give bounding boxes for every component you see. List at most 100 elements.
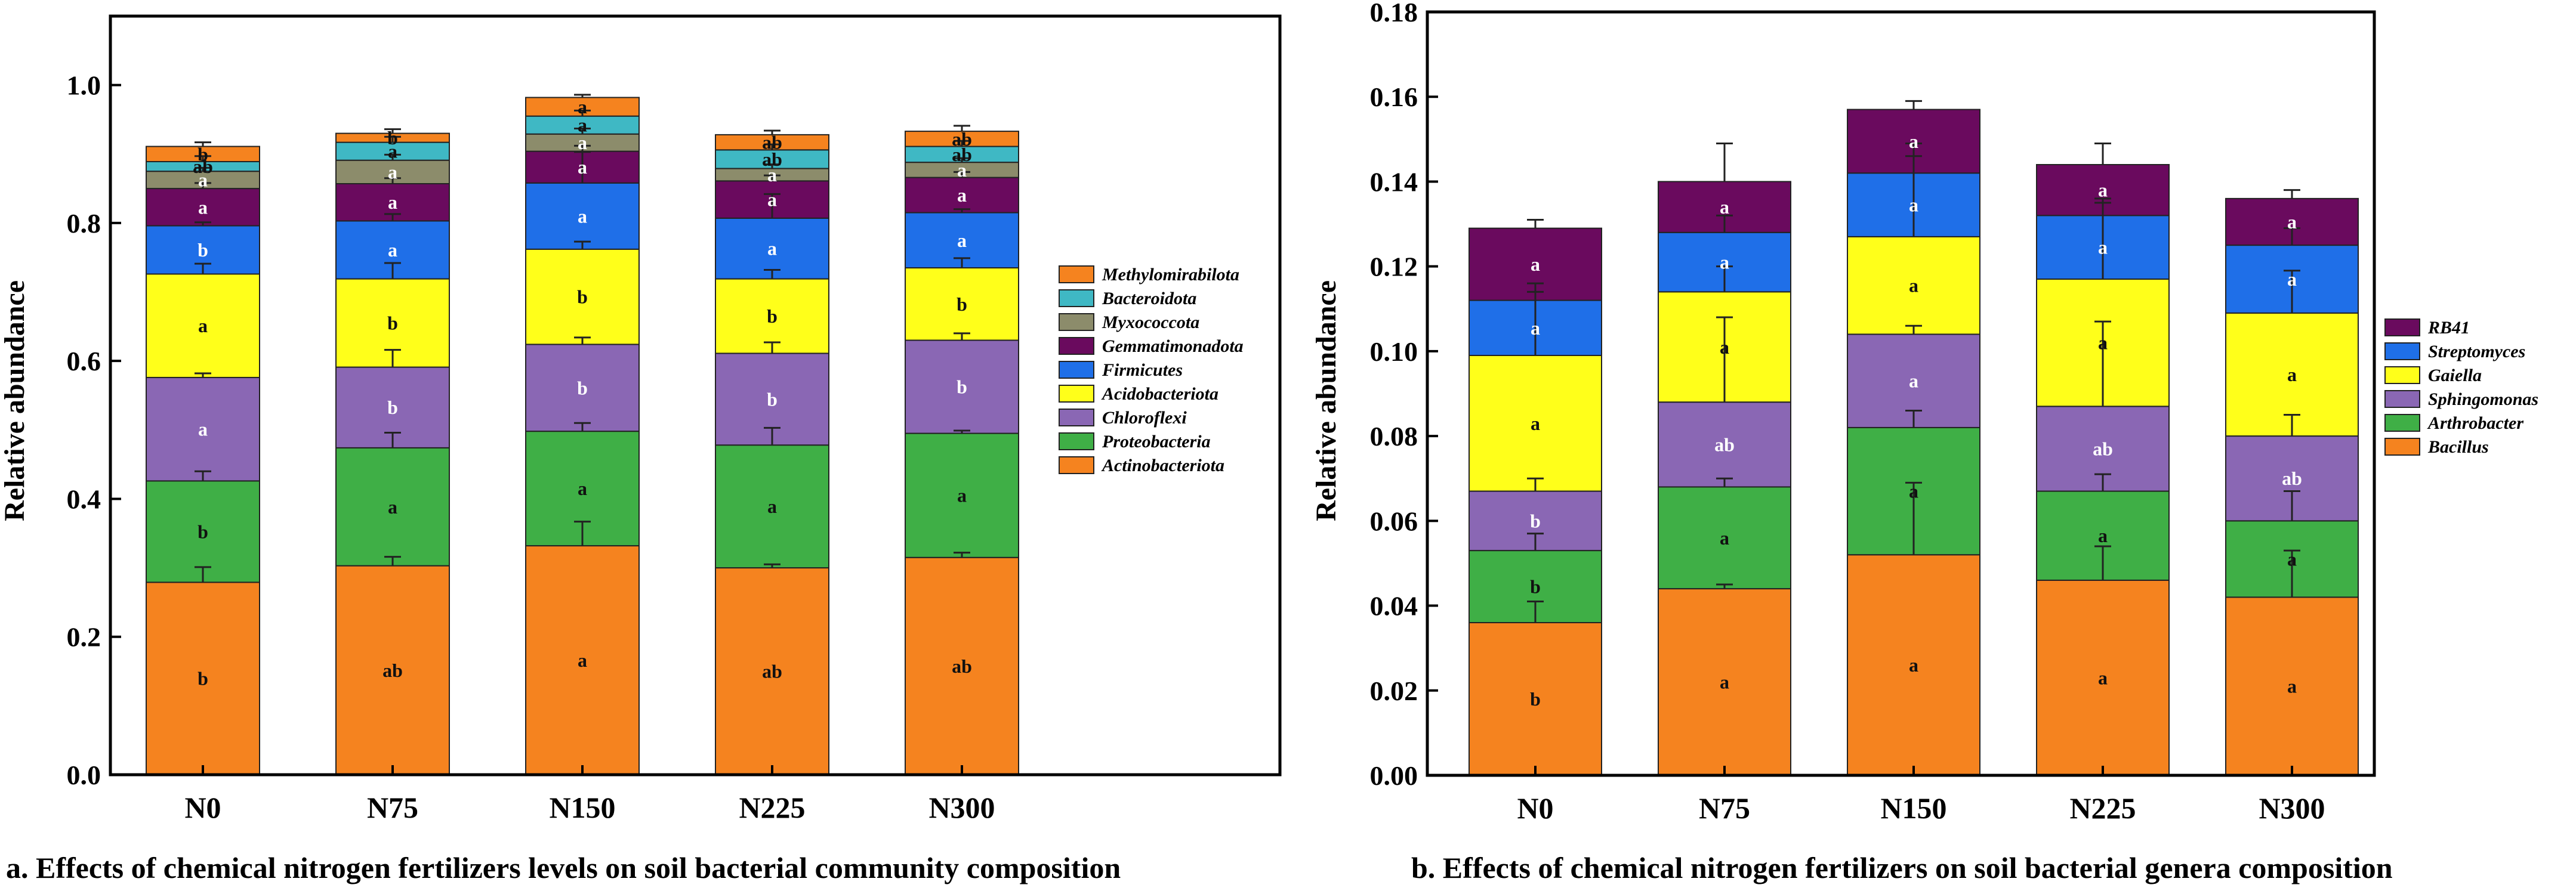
significance-letter: a — [767, 164, 777, 185]
significance-letter: a — [1909, 481, 1918, 502]
chart-a-plot-frame — [109, 14, 1282, 777]
bar-segment — [1469, 622, 1602, 776]
y-tick-label: 1.0 — [67, 70, 101, 101]
significance-letter: a — [1720, 527, 1729, 549]
significance-letter: ab — [762, 132, 782, 153]
bar-segment — [1658, 486, 1791, 590]
chart-b-error-bars — [1527, 100, 2300, 623]
x-tick-label: N0 — [184, 791, 221, 824]
significance-letter: a — [578, 478, 587, 499]
y-tick-label: 0.8 — [67, 208, 101, 239]
bar-segment — [146, 273, 260, 378]
significance-letter: b — [198, 668, 208, 689]
bar-segment — [525, 344, 640, 432]
y-tick-label: 0.02 — [1370, 676, 1418, 706]
legend-swatch — [2384, 414, 2420, 432]
y-tick-label: 0.14 — [1370, 166, 1418, 197]
legend-label: Firmicutes — [1102, 360, 1183, 380]
significance-letter: b — [1530, 688, 1541, 710]
x-tick-label: N0 — [1517, 791, 1553, 825]
legend-label: Acidobacteriota — [1101, 384, 1218, 404]
chart-b-y-axis: 0.00 0.02 0.04 0.06 0.08 0.10 0.12 0.14 0.16 0.18 — [1370, 0, 1438, 791]
significance-letter: a — [388, 141, 397, 162]
legend-label: Gaiella — [2428, 366, 2482, 385]
y-tick-label: 0.12 — [1370, 252, 1418, 282]
legend-label: RB41 — [2427, 318, 2470, 338]
significance-letter: ab — [952, 144, 972, 165]
significance-letter: b — [198, 521, 208, 542]
significance-letter: a — [1531, 253, 1540, 275]
chart-b-x-axis: N0 N75 N150 N225 N300 — [1517, 766, 2325, 825]
legend-swatch — [1059, 289, 1094, 307]
bar-segment — [146, 581, 260, 776]
significance-letter: a — [2287, 676, 2297, 697]
significance-letter: b — [767, 305, 778, 327]
bar-segment — [2225, 596, 2359, 776]
chart-a-y-label: Relative abundance — [0, 280, 30, 521]
bar-segment — [2036, 579, 2170, 777]
bar-segment — [905, 339, 1019, 434]
y-tick-label: 0.18 — [1370, 0, 1418, 27]
y-tick-label: 0.2 — [67, 622, 101, 652]
significance-letter: a — [388, 496, 397, 518]
significance-letter: ab — [952, 128, 972, 150]
significance-letter: a — [957, 230, 967, 251]
chart-a-x-axis: N0 N75 N150 N225 N300 — [184, 765, 995, 824]
legend-swatch — [1059, 409, 1094, 426]
legend-label: Streptomyces — [2428, 342, 2525, 361]
significance-letter: a — [578, 205, 587, 227]
y-tick-label: 0.6 — [67, 346, 101, 376]
significance-letter: a — [388, 239, 397, 261]
legend-label: Proteobacteria — [1102, 432, 1211, 451]
significance-letter: a — [1531, 413, 1540, 434]
significance-letter: ab — [193, 156, 213, 177]
bar-segment — [905, 556, 1019, 776]
significance-letter: a — [2098, 525, 2108, 546]
bar-segment — [1847, 554, 1980, 776]
bar-segment — [715, 444, 829, 569]
significance-letter: a — [2098, 237, 2108, 258]
legend-swatch — [2384, 318, 2420, 336]
bar-segment — [146, 480, 260, 583]
bar-segment — [525, 182, 640, 250]
significance-letter: a — [767, 496, 777, 517]
legend-label: Methylomirabilota — [1102, 265, 1239, 284]
chart-b-bars — [1469, 109, 2359, 777]
significance-letter: ab — [762, 661, 782, 682]
significance-letter: a — [198, 169, 208, 191]
significance-letter: b — [198, 143, 208, 165]
legend-label: Bacillus — [2427, 437, 2489, 457]
bar-segment — [146, 376, 260, 482]
legend-swatch — [2384, 438, 2420, 456]
significance-letter: a — [1909, 131, 1918, 152]
significance-letter: a — [1909, 654, 1918, 676]
significance-letter: a — [1909, 370, 1918, 392]
legend-label: Arthrobacter — [2427, 413, 2523, 433]
chart-a-legend: Methylomirabilota Bacteroidota Myxococcota… — [1059, 265, 1244, 475]
significance-letter: ab — [762, 149, 782, 170]
significance-letter: a — [767, 238, 777, 259]
significance-letter: ab — [382, 660, 403, 681]
significance-letter: b — [767, 388, 778, 410]
bar-segment — [525, 248, 640, 345]
legend-label: Chloroflexi — [1102, 408, 1187, 428]
significance-letter: ab — [1714, 434, 1735, 455]
significance-letter: b — [387, 313, 398, 334]
significance-letter: a — [578, 156, 587, 178]
chart-a-bars — [146, 97, 1019, 776]
y-tick-label: 0.10 — [1370, 336, 1418, 367]
bar-segment — [1469, 355, 1602, 492]
x-tick-label: N225 — [739, 791, 805, 824]
legend-swatch — [1059, 265, 1094, 283]
significance-letter: b — [577, 286, 588, 308]
significance-letter: b — [577, 377, 588, 398]
bar-segment — [715, 217, 829, 280]
significance-letter: a — [957, 485, 967, 506]
legend-swatch — [1059, 385, 1094, 403]
bar-segment — [905, 177, 1019, 214]
y-tick-label: 0.16 — [1370, 82, 1418, 112]
x-tick-label: N225 — [2069, 791, 2136, 825]
